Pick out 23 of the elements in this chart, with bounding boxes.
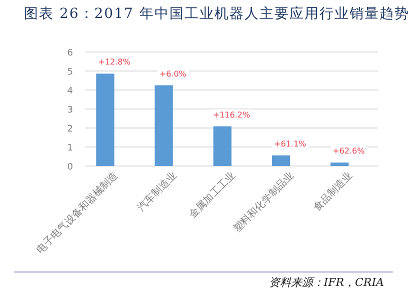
title: 图表 26：2017 年中国工业机器人主要应用行业销量趋势: [24, 6, 410, 22]
annotation: +116.2%: [212, 110, 250, 120]
bar: [96, 74, 114, 166]
y-tick-label: 6: [67, 48, 74, 58]
bar: [213, 126, 232, 166]
y-tick-label: 3: [67, 106, 73, 116]
text: 资料来源：IFR，CRIA: [268, 276, 384, 289]
annotation: +62.6%: [332, 146, 366, 156]
annotation: +6.0%: [159, 69, 187, 78]
x-tick-label: 食品制造业: [310, 170, 355, 214]
x-tick-label: 汽车制造业: [135, 170, 180, 214]
y-tick-label: 5: [67, 68, 73, 78]
annotation: +61.1%: [274, 139, 307, 148]
y-tick-label: 1: [67, 144, 73, 154]
y-tick-label: 0: [67, 162, 74, 172]
y-tick-label: 4: [67, 86, 74, 96]
bar: [154, 85, 173, 166]
x-tick-label: 电子电气设备和器械制造: [34, 170, 120, 256]
bar: [330, 162, 349, 166]
x-tick-label: 金属加工工业: [186, 170, 238, 221]
y-tick-label: 2: [67, 124, 73, 134]
annotation: +12.8%: [98, 58, 131, 67]
bar: [272, 155, 290, 166]
